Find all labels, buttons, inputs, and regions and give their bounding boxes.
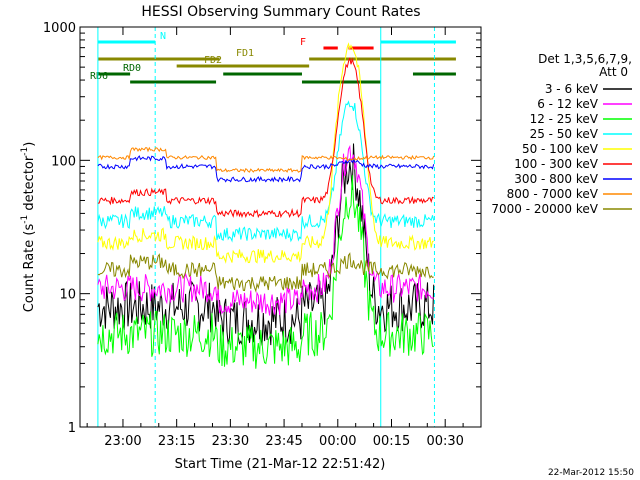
y-axis-label-part: detector <box>22 155 37 215</box>
legend-label-2: 12 - 25 keV <box>530 112 599 126</box>
flag-label-fd1: FD1 <box>236 48 254 59</box>
series-line-8 <box>97 252 434 293</box>
legend-label-1: 6 - 12 keV <box>537 97 599 111</box>
legend-label-7: 800 - 7000 keV <box>507 187 599 201</box>
footer-date: 22-Mar-2012 15:50 <box>548 468 634 478</box>
y-tick-label-3: 1000 <box>43 21 76 36</box>
series-line-4 <box>97 42 434 264</box>
x-tick-label-4: 00:00 <box>319 434 356 449</box>
x-axis-ticks: 23:00 23:15 23:30 23:45 00:00 00:15 00:30 <box>86 27 482 449</box>
flag-label-f: F <box>300 37 306 48</box>
plot-frame <box>79 26 482 428</box>
legend-label-4: 50 - 100 keV <box>522 142 599 156</box>
y-axis-label-part: Count Rate (s <box>22 224 37 313</box>
chart-title: HESSI Observing Summary Count Rates <box>141 4 420 20</box>
series-line-3 <box>97 100 435 243</box>
x-tick-label-5: 00:15 <box>373 434 410 449</box>
series-line-0 <box>97 143 435 346</box>
y-tick-label-0: 1 <box>68 421 76 436</box>
x-tick-label-6: 00:30 <box>426 434 463 449</box>
y-axis-ticks: 1 10 100 1000 <box>43 21 481 436</box>
y-axis-label: Count Rate (s-1 detector-1) <box>20 142 37 313</box>
flag-label-rd0: RD0 <box>123 63 141 74</box>
spacecraft-vertical-markers <box>97 27 435 427</box>
legend-label-5: 100 - 300 keV <box>514 157 598 171</box>
y-tick-label-1: 10 <box>59 288 76 303</box>
y-tick-label-2: 100 <box>51 154 76 169</box>
legend-label-3: 25 - 50 keV <box>530 127 599 141</box>
legend-header: Det 1,3,5,6,7,9, <box>538 52 632 66</box>
legend-label-0: 3 - 6 keV <box>545 82 599 96</box>
x-tick-label-3: 23:45 <box>265 434 302 449</box>
y-axis-label-sup: -1 <box>20 215 30 224</box>
x-tick-label-1: 23:15 <box>158 434 195 449</box>
flag-bars: N F FD1 FD2 RD0 RD6 <box>90 31 456 84</box>
y-axis-label-sup: -1 <box>20 147 30 156</box>
flag-label-n: N <box>160 31 166 42</box>
flag-label-fd2: FD2 <box>204 55 222 66</box>
x-tick-label-0: 23:00 <box>104 434 141 449</box>
x-axis-label: Start Time (21-Mar-12 22:51:42) <box>175 457 386 472</box>
x-tick-label-2: 23:30 <box>212 434 249 449</box>
series-line-7 <box>97 146 435 173</box>
y-axis-label-part: ) <box>22 142 37 147</box>
series-line-6 <box>97 155 435 183</box>
series-line-5 <box>97 57 434 219</box>
legend-header-attenuator: Att 0 <box>599 65 628 79</box>
flag-label-rd6: RD6 <box>90 71 108 82</box>
series-lines <box>97 42 435 369</box>
legend-label-8: 7000 - 20000 keV <box>491 202 598 216</box>
legend-label-6: 300 - 800 keV <box>514 172 598 186</box>
series-line-2 <box>97 175 434 369</box>
